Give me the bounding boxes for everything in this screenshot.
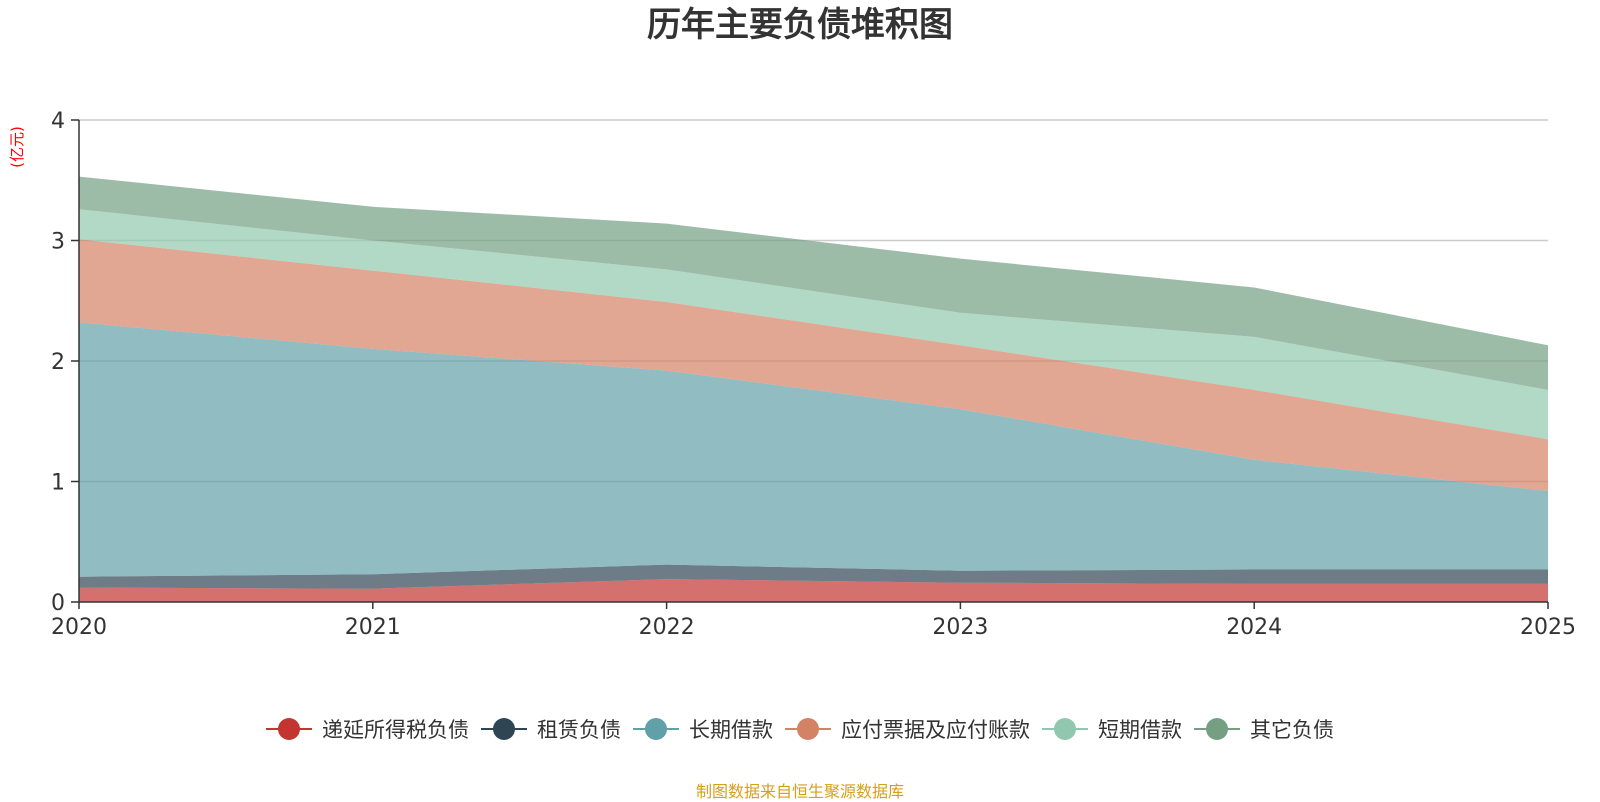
area-series-3 bbox=[79, 239, 1548, 492]
legend: 递延所得税负债 租赁负债 长期借款 应付票据及应付账款 短期借款 其它负债 bbox=[0, 714, 1600, 744]
legend-marker-icon bbox=[1194, 717, 1240, 741]
source-note: 制图数据来自恒生聚源数据库 bbox=[695, 782, 904, 801]
legend-label: 应付票据及应付账款 bbox=[841, 718, 1030, 742]
area-series-2 bbox=[79, 322, 1548, 577]
legend-label: 短期借款 bbox=[1098, 718, 1182, 742]
legend-marker-icon bbox=[633, 717, 679, 741]
area-series-1 bbox=[79, 564, 1548, 589]
area-series-4 bbox=[79, 209, 1548, 440]
y-tick-label: 2 bbox=[51, 350, 65, 375]
y-tick-label: 3 bbox=[51, 230, 65, 255]
legend-item[interactable]: 短期借款 bbox=[1042, 714, 1182, 744]
legend-marker-icon bbox=[1042, 717, 1088, 741]
x-tick-label: 2024 bbox=[1226, 615, 1282, 640]
legend-label: 长期借款 bbox=[689, 718, 773, 742]
legend-item[interactable]: 递延所得税负债 bbox=[266, 714, 469, 744]
legend-item[interactable]: 长期借款 bbox=[633, 714, 773, 744]
legend-label: 递延所得税负债 bbox=[322, 718, 469, 742]
legend-marker-icon bbox=[481, 717, 527, 741]
y-tick-label: 1 bbox=[51, 471, 65, 496]
x-tick-label: 2023 bbox=[932, 615, 988, 640]
area-layer bbox=[79, 176, 1548, 602]
legend-item[interactable]: 应付票据及应付账款 bbox=[785, 714, 1030, 744]
axis-layer: 0 1 2 3 4 2020 2021 2022 2023 2024 2025 bbox=[51, 109, 1576, 640]
y-tick-label: 4 bbox=[51, 109, 65, 134]
x-tick-label: 2021 bbox=[345, 615, 401, 640]
chart-title: 历年主要负债堆积图 bbox=[647, 5, 953, 45]
area-series-5 bbox=[79, 176, 1548, 390]
legend-label: 租赁负债 bbox=[537, 718, 621, 742]
x-tick-label: 2025 bbox=[1520, 615, 1576, 640]
legend-item[interactable]: 其它负债 bbox=[1194, 714, 1334, 744]
area-series-0 bbox=[79, 579, 1548, 602]
y-axis-unit-label: (亿元) bbox=[8, 126, 26, 168]
legend-label: 其它负债 bbox=[1250, 718, 1334, 742]
x-tick-label: 2022 bbox=[639, 615, 695, 640]
legend-marker-icon bbox=[785, 717, 831, 741]
legend-marker-icon bbox=[266, 717, 312, 741]
y-tick-label: 0 bbox=[51, 591, 65, 616]
x-tick-label: 2020 bbox=[51, 615, 107, 640]
legend-item[interactable]: 租赁负债 bbox=[481, 714, 621, 744]
